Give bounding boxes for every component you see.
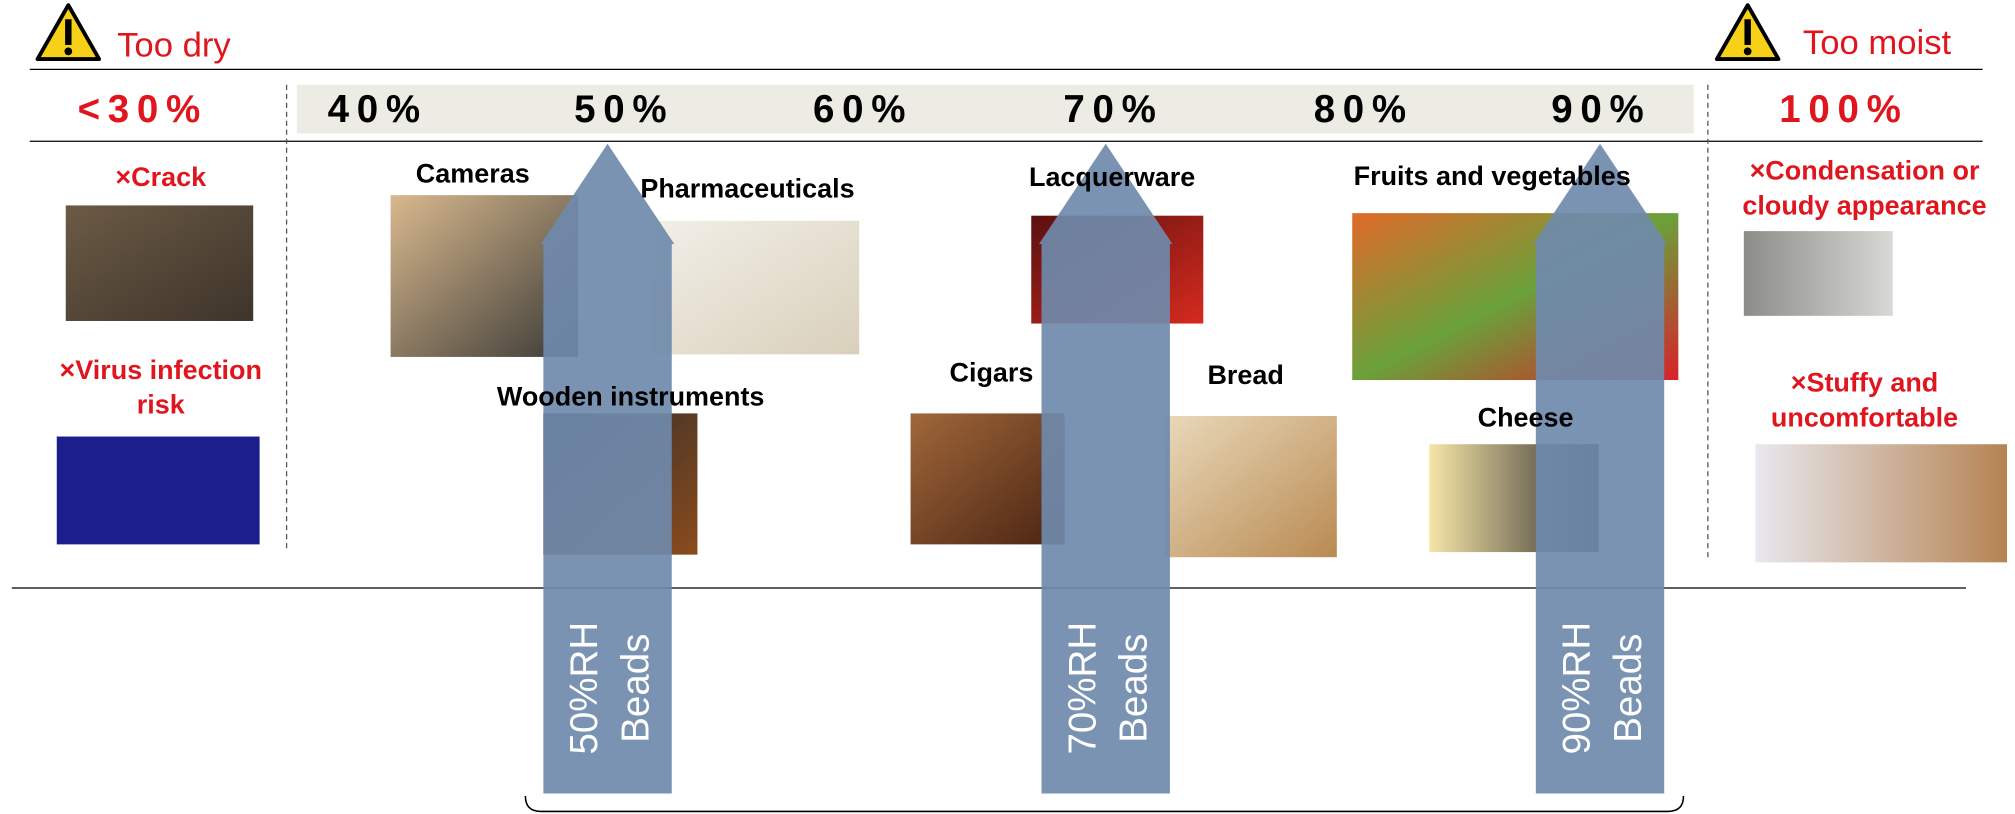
effect-label-line: uncomfortable	[1771, 402, 1958, 432]
effect-label: ×Virus infection risk	[60, 355, 262, 420]
effect-label: ×Condensation or cloudy appearance	[1742, 156, 1986, 221]
item-label: Lacquerware	[1029, 162, 1195, 192]
bead-label: Beads	[615, 634, 658, 743]
bead-label: 70%RH	[1061, 622, 1104, 755]
photo	[56, 436, 260, 545]
effect-label-line: ×Crack	[115, 162, 207, 192]
brace	[524, 796, 1685, 813]
scale-low: <30%	[78, 88, 208, 131]
photo	[65, 205, 254, 321]
effect-label-line: risk	[137, 389, 186, 419]
bead-label: 90%RH	[1556, 622, 1599, 755]
photo	[910, 413, 1065, 545]
warning-icon	[1714, 3, 1781, 61]
photo	[1755, 444, 2008, 563]
item-label: Bread	[1207, 360, 1283, 390]
bead-arrow	[1038, 143, 1173, 794]
effect-label-line: ×Virus infection	[60, 355, 262, 385]
scale-label: 80%	[1314, 88, 1414, 131]
scale-label: 40%	[328, 88, 428, 131]
bead-label: Beads	[1607, 634, 1650, 743]
too-dry: Too dry	[117, 26, 231, 64]
item-label: Fruits and vegetables	[1354, 161, 1631, 191]
too-moist: Too moist	[1803, 24, 1952, 62]
effect-label: ×Crack	[115, 162, 207, 192]
effect-label-line: ×Stuffy and	[1791, 368, 1939, 398]
bead-arrow	[1533, 143, 1667, 794]
photo	[651, 220, 860, 355]
item-label: Cigars	[950, 357, 1034, 387]
photo	[1164, 415, 1337, 558]
effect-label-line: cloudy appearance	[1742, 190, 1986, 220]
scale-label: 60%	[813, 88, 913, 131]
bead-label: 50%RH	[563, 622, 606, 755]
photo	[1743, 231, 1893, 316]
scale-band	[296, 84, 1694, 134]
scale-label: 70%	[1063, 88, 1163, 131]
bead-arrow	[540, 143, 675, 794]
scale-label: 50%	[574, 88, 674, 131]
effect-label: ×Stuffy and uncomfortable	[1771, 368, 1958, 433]
scale-high: 100%	[1779, 88, 1908, 131]
item-label: Cheese	[1478, 402, 1574, 432]
item-label: Pharmaceuticals	[640, 174, 854, 204]
bead-label: Beads	[1113, 634, 1156, 743]
item-label: Wooden instruments	[497, 382, 765, 412]
effect-label-line: ×Condensation or	[1750, 156, 1980, 186]
item-label: Cameras	[416, 158, 530, 188]
warning-icon	[35, 3, 102, 61]
scale-label: 90%	[1551, 88, 1651, 131]
